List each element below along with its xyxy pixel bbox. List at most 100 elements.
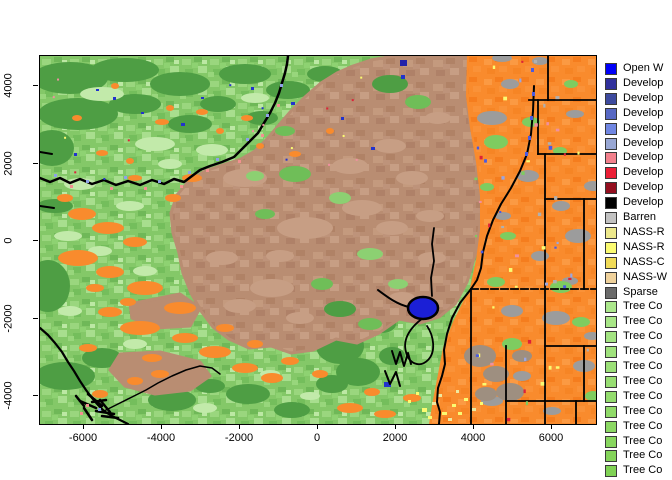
speckle [555,96,560,100]
legend-label: Develop [623,166,664,179]
rivers [40,56,535,424]
speckle [57,78,60,81]
speckle [501,176,505,180]
speckle [474,177,478,181]
speckle [103,177,106,180]
speckle [523,357,527,362]
legend-swatch [605,212,617,224]
speckle [492,306,495,309]
speckle [229,84,232,87]
speckle [544,282,548,286]
legend-swatch [605,405,617,418]
legend-label: Develop [623,76,664,89]
dark-forest-patches [40,58,405,418]
legend-label: Tree Co [623,464,663,477]
speckle [586,348,589,352]
legend-label: Develop [623,151,664,164]
x-axis-tick-label: -4000 [146,432,176,444]
speckle [342,134,345,137]
x-axis-tick-label: 0 [313,432,321,444]
legend-label: Open W [623,62,664,74]
legend-label: Develop [623,196,664,209]
legend-swatch [605,226,617,239]
legend-swatch [605,63,617,75]
speckle [540,381,545,386]
riparian-dots [54,68,535,190]
x-axis-tick-label: -6000 [68,432,98,444]
speckle [252,130,255,133]
speckle [541,246,546,250]
legend-swatch [605,316,617,329]
y-axis-tick-label: 2000 [2,150,15,176]
speckle [570,273,573,278]
legend-swatch [605,77,617,90]
speckle [74,171,77,174]
x-axis-tick [473,424,474,429]
legend-swatch [605,197,617,210]
speckle [548,365,552,370]
legend-label: Tree Co [623,300,663,313]
legend-swatch [605,286,617,299]
lake [406,295,440,321]
speckle [568,277,572,281]
speckle [478,353,481,358]
y-axis-tick-label: -2000 [2,303,15,333]
speckle [523,389,526,394]
legend-label: Develop [623,106,664,119]
legend-swatch [605,241,617,254]
legend-swatch [605,256,617,269]
legend-swatch [605,346,617,359]
legend-swatch [605,107,617,120]
legend-label: Develop [623,91,664,104]
speckle [525,401,528,406]
forest-islands [246,75,431,330]
legend-label: NASS-R [623,225,665,238]
herb-patches-west [57,83,421,418]
speckle [554,196,558,200]
shrub-region [169,56,485,355]
town-dots [80,404,101,415]
speckle [492,65,496,70]
legend-label: Tree Co [623,404,663,417]
speckle [577,151,580,155]
speckle [355,158,358,161]
legend-label: Develop [623,121,664,134]
speckle [514,285,518,288]
speckle [351,99,354,102]
speckle [326,107,329,110]
speckle [555,128,560,132]
legend-swatch [605,92,617,105]
y-axis-tick [33,240,38,241]
legend-swatch [605,182,617,195]
speckle [514,254,519,258]
speckle [556,241,559,245]
legend-swatch [605,390,617,403]
legend-swatch [605,435,617,448]
legend-swatch [605,271,617,284]
x-axis-tick [317,424,318,429]
y-axis-tick [33,162,38,164]
legend-swatch [605,167,617,180]
legend-swatch [605,137,617,150]
speckle [64,136,67,139]
landcover-map [40,56,596,424]
legend-label: Sparse [623,285,658,298]
legend-swatch [605,465,617,478]
y-axis-tick [33,317,38,319]
speckle [482,383,487,386]
legend-swatch [605,122,617,135]
legend-label: NASS-R [623,240,665,253]
x-axis-tick-label: 4000 [460,432,486,444]
y-axis-tick-label: -4000 [2,381,15,410]
legend-swatch [605,450,617,463]
x-axis-tick [239,424,240,429]
y-axis-tick-label: 0 [2,237,15,244]
speckle [490,362,494,366]
legend-label: Develop [623,136,664,149]
legend-label: Tree Co [623,315,663,328]
speckle [475,234,478,238]
speckle [553,279,557,284]
legend-swatch [605,361,617,373]
legend-swatch [605,152,617,165]
